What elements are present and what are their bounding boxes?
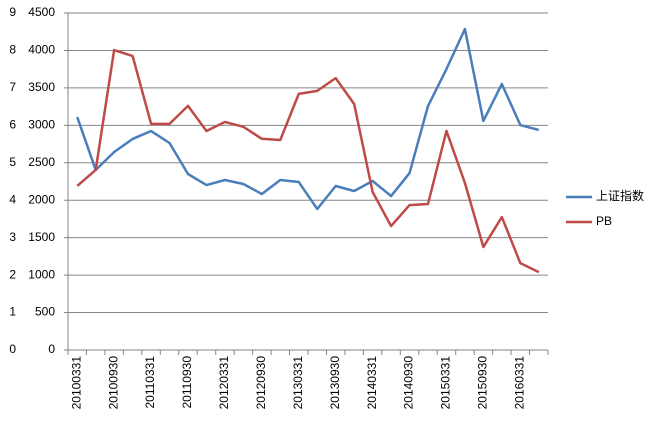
y2-tick-label: 1000 [28,267,55,281]
y-tick-label: 6 [9,118,16,132]
y-tick-label: 3 [9,230,16,244]
legend-label: PB [596,214,612,228]
y2-tick-label: 3000 [28,118,55,132]
y2-tick-label: 0 [48,342,55,356]
x-tick-label: 20160331 [512,356,526,410]
x-tick-label: 20130930 [328,356,342,410]
series-line [76,48,540,274]
x-tick-label: 20110930 [180,356,194,409]
x-tick-label: 20100930 [106,356,120,410]
y-tick-label: 2 [9,267,16,281]
y-tick-label: 7 [9,80,16,94]
y2-tick-label: 4500 [28,5,55,19]
y2-tick-label: 1500 [28,230,55,244]
x-tick-label: 20100331 [69,356,83,410]
x-tick-label: 20150930 [476,356,490,410]
x-tick-label: 20140930 [402,356,416,410]
y2-tick-label: 2000 [28,192,55,206]
y2-tick-label: 4000 [28,43,55,57]
y-tick-label: 9 [9,5,16,19]
y2-tick-label: 2500 [28,155,55,169]
x-tick-label: 20130331 [291,356,305,410]
y-tick-label: 8 [9,43,16,57]
x-tick-label: 20140331 [365,356,379,410]
y2-tick-label: 500 [35,305,55,319]
y-tick-label: 4 [9,192,16,206]
y-tick-label: 0 [9,342,16,356]
legend-label: 上证指数 [596,188,644,203]
x-tick-label: 20150331 [439,356,453,410]
y-tick-label: 1 [9,305,16,319]
y-tick-label: 5 [9,155,16,169]
y2-tick-label: 3500 [28,80,55,94]
x-tick-label: 20120331 [217,356,231,410]
x-tick-label: 20120930 [254,356,268,410]
series-line [76,27,540,211]
x-tick-label: 20110331 [143,356,157,409]
